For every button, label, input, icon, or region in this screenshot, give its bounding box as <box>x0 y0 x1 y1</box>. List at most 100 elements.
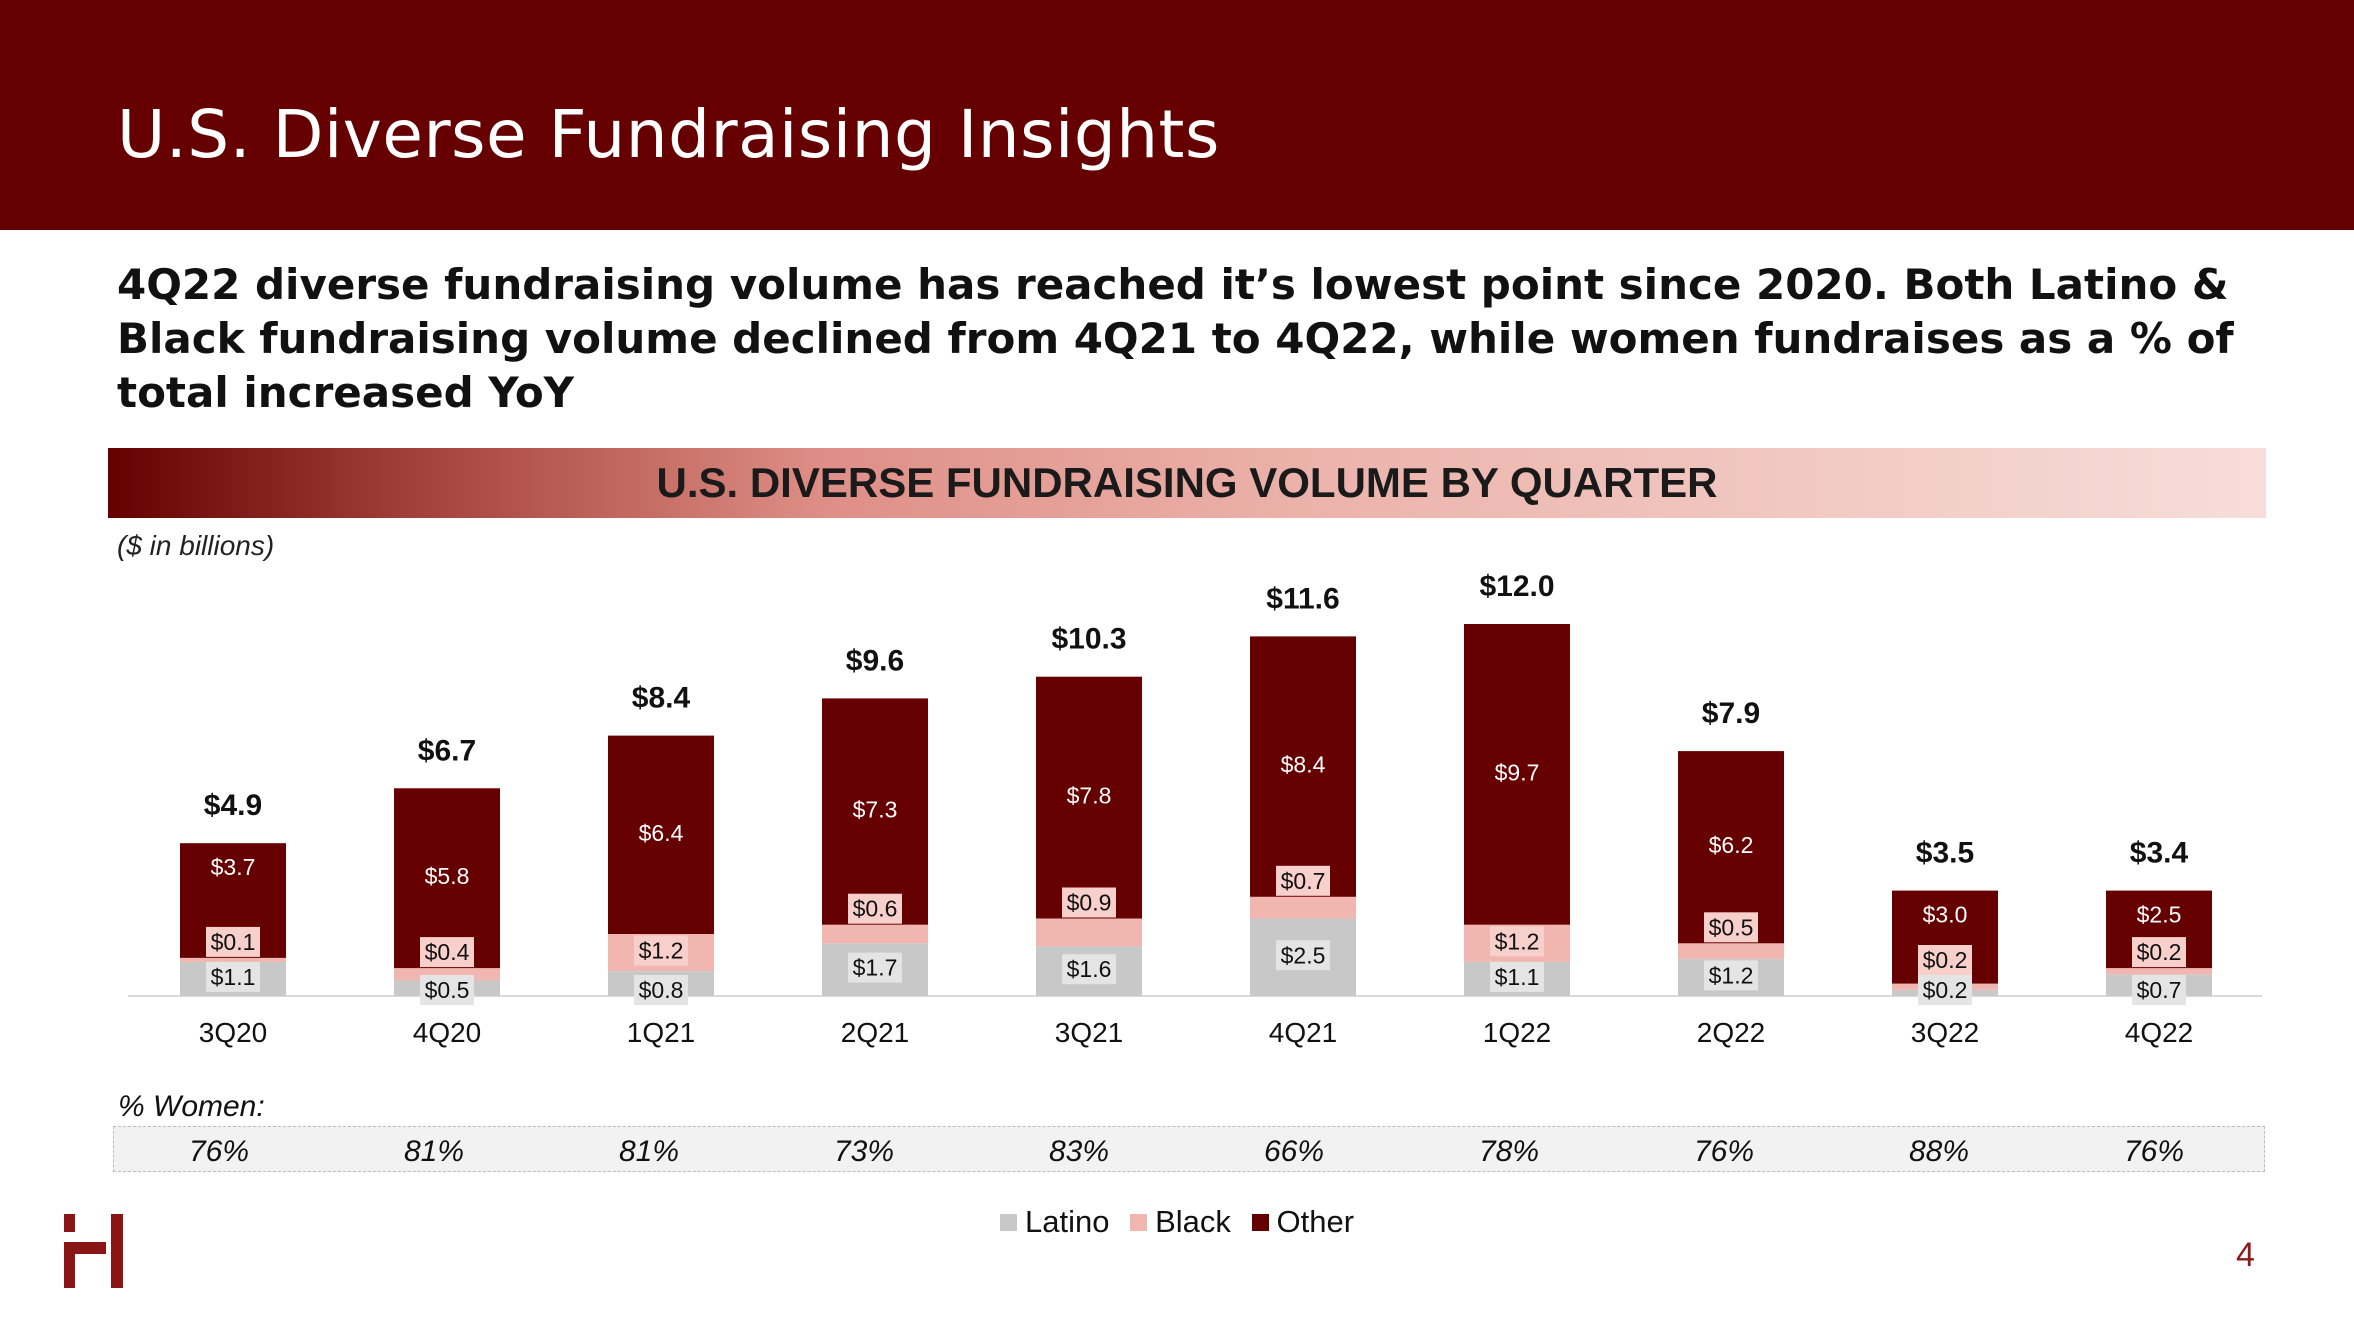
data-label-black-4q22: $0.2 <box>2137 939 2182 965</box>
total-label-4q20: $6.7 <box>418 734 476 767</box>
bar-other-1q21 <box>608 735 714 934</box>
women-share-2q22: 76% <box>1693 1135 1755 1168</box>
total-label-3q21: $10.3 <box>1051 623 1126 656</box>
page-number: 4 <box>2236 1236 2255 1274</box>
data-label-black-1q21: $1.2 <box>639 938 684 964</box>
data-label-black-2q21: $0.6 <box>853 896 898 922</box>
tick-label-4q22: 4Q22 <box>2125 1017 2194 1048</box>
tick-label-1q21: 1Q21 <box>627 1017 696 1048</box>
data-label-other-2q21: $7.3 <box>853 797 898 823</box>
data-label-other-3q20: $3.7 <box>211 854 256 880</box>
total-label-1q21: $8.4 <box>632 682 691 715</box>
legend-swatch-latino <box>999 1214 1017 1231</box>
data-label-black-3q21-bg <box>1062 887 1116 918</box>
header-bar: U.S. Diverse Fundraising Insights <box>0 0 2354 230</box>
legend-swatch-black <box>1130 1214 1148 1231</box>
women-share-1q22: 78% <box>1478 1135 1540 1168</box>
tick-label-2q22: 2Q22 <box>1697 1017 1766 1048</box>
chart-legend: Latino Black Other <box>0 1204 2354 1240</box>
data-label-latino-1q21: $0.8 <box>639 977 684 1003</box>
legend-label-black: Black <box>1155 1204 1231 1239</box>
bar-black-4q22 <box>2106 968 2212 975</box>
tick-label-2q21: 2Q21 <box>841 1017 910 1048</box>
bar-other-2q22 <box>1678 751 1784 944</box>
data-label-latino-1q21-bg <box>634 975 688 1005</box>
page-title: U.S. Diverse Fundraising Insights <box>117 96 1220 173</box>
data-label-latino-4q21-bg <box>1276 940 1330 971</box>
data-label-latino-3q21-bg <box>1062 954 1116 985</box>
women-share-4q20: 81% <box>403 1135 465 1168</box>
bar-other-2q21 <box>822 698 928 925</box>
data-label-black-4q21-bg <box>1276 865 1330 896</box>
data-label-latino-2q21-bg <box>848 952 902 983</box>
data-label-latino-2q22: $1.2 <box>1709 962 1754 988</box>
data-label-latino-1q22-bg <box>1490 961 1544 992</box>
company-logo-icon <box>64 1214 123 1288</box>
data-label-latino-3q20-bg <box>206 961 260 992</box>
data-label-other-4q21: $8.4 <box>1281 752 1326 778</box>
tick-label-1q22: 1Q22 <box>1483 1017 1552 1048</box>
units-note: ($ in billions) <box>117 530 275 561</box>
data-label-other-1q22: $9.7 <box>1495 759 1540 785</box>
tick-label-3q20: 3Q20 <box>199 1017 268 1048</box>
chart-banner: U.S. DIVERSE FUNDRAISING VOLUME BY QUART… <box>108 448 2266 518</box>
legend-swatch-other <box>1251 1214 1269 1231</box>
data-label-black-4q20-bg <box>420 937 474 968</box>
key-takeaway: 4Q22 diverse fundraising volume has reac… <box>117 260 2234 417</box>
data-label-latino-4q20-bg <box>420 975 474 1005</box>
data-label-black-1q22: $1.2 <box>1495 928 1540 954</box>
women-share-label: % Women: <box>118 1090 265 1123</box>
bar-black-2q21 <box>822 924 928 944</box>
bar-black-2q22 <box>1678 943 1784 959</box>
total-label-2q21: $9.6 <box>846 644 904 677</box>
data-label-black-2q22-bg <box>1704 912 1758 943</box>
tick-label-3q22: 3Q22 <box>1911 1017 1980 1048</box>
bar-other-1q22 <box>1464 624 1570 925</box>
bar-other-4q21 <box>1250 636 1356 897</box>
legend-item-latino: Latino <box>999 1204 1109 1240</box>
women-share-3q22: 88% <box>1908 1135 1970 1168</box>
data-label-black-2q22: $0.5 <box>1709 914 1754 940</box>
data-label-black-4q22-bg <box>2132 937 2186 968</box>
data-label-black-3q22-bg <box>1918 945 1972 975</box>
data-label-other-3q21: $7.8 <box>1067 783 1112 809</box>
data-label-latino-1q22: $1.1 <box>1495 964 1540 990</box>
data-label-black-3q21: $0.9 <box>1067 890 1112 916</box>
women-share-4q22: 76% <box>2123 1135 2185 1168</box>
data-label-black-2q21-bg <box>848 893 902 924</box>
data-label-black-3q22: $0.2 <box>1923 947 1968 973</box>
chart-title: U.S. DIVERSE FUNDRAISING VOLUME BY QUART… <box>656 459 1718 506</box>
data-label-black-3q20-bg <box>206 926 260 957</box>
tick-label-3q21: 3Q21 <box>1055 1017 1124 1048</box>
data-label-latino-3q20: $1.1 <box>211 964 256 990</box>
legend-item-black: Black <box>1130 1204 1231 1240</box>
bar-black-3q21 <box>1036 918 1142 947</box>
data-label-other-4q22: $2.5 <box>2137 902 2182 928</box>
data-label-other-2q22: $6.2 <box>1709 832 1754 858</box>
women-share-row: 76% 81% 81% 73% 83% 66% 78% 76% 88% 76% <box>113 1126 2265 1172</box>
data-label-black-4q21: $0.7 <box>1281 868 1326 894</box>
stacked-bar-chart: $1.1 $0.1 $3.7 $4.9 3Q20 $0.5 $0.4 $5.8 $6.7 4Q20… <box>128 570 2262 1048</box>
total-label-4q22: $3.4 <box>2130 837 2189 870</box>
total-label-1q22: $12.0 <box>1479 570 1554 603</box>
women-share-2q21: 73% <box>833 1135 895 1168</box>
data-label-latino-2q21: $1.7 <box>853 955 898 981</box>
total-label-2q22: $7.9 <box>1702 697 1760 730</box>
legend-label-other: Other <box>1276 1204 1355 1239</box>
tick-label-4q21: 4Q21 <box>1269 1017 1338 1048</box>
data-label-latino-4q22-bg <box>2132 975 2186 1005</box>
total-label-4q21: $11.6 <box>1266 582 1339 615</box>
data-label-black-1q22-bg <box>1490 926 1544 957</box>
data-label-other-1q21: $6.4 <box>639 820 684 846</box>
data-label-latino-3q22-bg <box>1918 975 1972 1005</box>
legend-item-other: Other <box>1251 1204 1355 1240</box>
data-label-latino-4q20: $0.5 <box>425 977 470 1003</box>
women-share-3q21: 83% <box>1048 1135 1110 1168</box>
data-label-latino-3q21: $1.6 <box>1067 956 1112 982</box>
bar-other-3q21 <box>1036 676 1142 919</box>
women-share-3q20: 76% <box>188 1135 250 1168</box>
women-share-4q21: 66% <box>1263 1135 1325 1168</box>
data-label-latino-2q22-bg <box>1704 960 1758 991</box>
tick-label-4q20: 4Q20 <box>413 1017 482 1048</box>
data-label-black-3q20: $0.1 <box>211 929 256 955</box>
